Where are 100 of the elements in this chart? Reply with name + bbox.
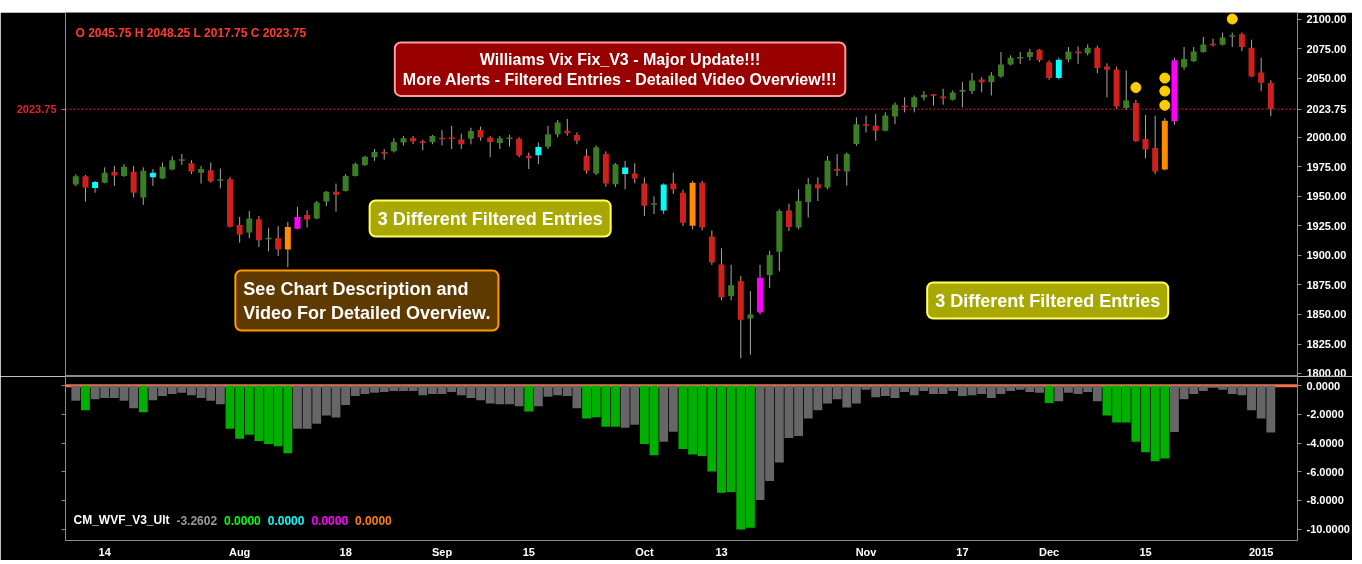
x-tick-label: Aug bbox=[228, 545, 251, 558]
point bbox=[1130, 82, 1142, 94]
point bbox=[1226, 13, 1238, 25]
y-tick-label: -2.0000 bbox=[1306, 408, 1344, 421]
y-tick-label: 1925.00 bbox=[1306, 219, 1347, 232]
candlestick bbox=[1026, 48, 1033, 61]
candlestick bbox=[622, 160, 629, 190]
candlestick bbox=[583, 148, 590, 175]
x-tick-label: 15 bbox=[1139, 545, 1152, 558]
candlestick bbox=[863, 115, 870, 133]
y-tick-label: 0.0000 bbox=[1306, 379, 1341, 392]
candlestick bbox=[891, 101, 898, 125]
candlestick bbox=[1181, 46, 1188, 71]
candlestick bbox=[1103, 62, 1110, 98]
candlestick bbox=[275, 225, 282, 257]
annotation: See Chart Description and Video For Detailed Overview. bbox=[243, 278, 491, 323]
x-tick-label: Nov bbox=[855, 545, 878, 558]
candlestick bbox=[988, 71, 995, 97]
candlestick bbox=[207, 162, 214, 184]
x-tick-label: 13 bbox=[715, 545, 728, 558]
x-tick-label: 14 bbox=[98, 545, 112, 558]
candlestick bbox=[612, 162, 619, 188]
candlestick bbox=[545, 125, 552, 150]
candlestick bbox=[940, 88, 947, 106]
y-tick-label: 2000.00 bbox=[1306, 131, 1347, 144]
y-tick-label: -6.0000 bbox=[1306, 465, 1344, 478]
candlestick bbox=[959, 81, 966, 108]
candlestick bbox=[573, 131, 580, 145]
x-tick-label: 17 bbox=[956, 545, 969, 558]
candlestick bbox=[198, 165, 205, 185]
candlestick bbox=[1123, 69, 1130, 111]
x-tick-label: 18 bbox=[339, 545, 352, 558]
candlestick bbox=[516, 136, 523, 158]
candlestick bbox=[130, 165, 137, 198]
y-tick-label: -8.0000 bbox=[1306, 494, 1344, 507]
y-tick-label: 1950.00 bbox=[1306, 190, 1347, 203]
candlestick bbox=[785, 203, 792, 232]
candlestick bbox=[1055, 57, 1062, 80]
candlestick bbox=[217, 168, 224, 189]
candlestick bbox=[535, 142, 542, 165]
candlestick bbox=[747, 290, 754, 356]
candlestick bbox=[255, 215, 262, 248]
annotation: Williams Vix Fix_V3 - Major Update!!! More Alerts - Filtered Entries - Detailed Video Overview!!! bbox=[402, 50, 837, 88]
y-tick-label: 1975.00 bbox=[1306, 160, 1347, 173]
annotation: 0.0000 bbox=[355, 513, 393, 528]
annotation: 3 Different Filtered Entries bbox=[935, 290, 1161, 311]
y-tick-label: 1850.00 bbox=[1306, 308, 1347, 321]
candlestick bbox=[766, 250, 773, 289]
y-tick-label: 1875.00 bbox=[1306, 278, 1347, 291]
candlestick bbox=[1152, 115, 1159, 175]
y-tick-label: 2100.00 bbox=[1306, 13, 1347, 25]
y-tick-label: 1825.00 bbox=[1306, 338, 1347, 350]
candlestick bbox=[82, 174, 89, 203]
candlestick bbox=[651, 195, 658, 215]
candlestick bbox=[920, 90, 927, 102]
candlestick bbox=[284, 221, 291, 268]
candlestick bbox=[1046, 59, 1053, 81]
point bbox=[1159, 72, 1171, 84]
annotation: 0.0000 bbox=[311, 513, 349, 528]
candlestick bbox=[728, 264, 735, 301]
candlestick bbox=[1094, 45, 1101, 74]
annotation: -3.2602 bbox=[176, 513, 218, 528]
candlestick bbox=[111, 165, 118, 187]
candlestick bbox=[641, 176, 648, 217]
candlestick bbox=[467, 127, 474, 145]
candlestick bbox=[853, 116, 860, 147]
candlestick bbox=[843, 152, 850, 187]
x-tick-label: 15 bbox=[522, 545, 535, 558]
annotation: O 2045.75 H 2048.25 L 2017.75 C 2023.75 bbox=[75, 25, 307, 40]
candlestick bbox=[805, 177, 812, 219]
text: CM_WVF_V3_Ult bbox=[73, 513, 170, 528]
candlestick bbox=[246, 210, 253, 239]
candlestick bbox=[969, 72, 976, 95]
y-tick-label: -4.0000 bbox=[1306, 437, 1344, 450]
y-tick-label: 2023.75 bbox=[1306, 103, 1347, 116]
candlestick bbox=[997, 51, 1004, 79]
ref-line-label: 2023.75 bbox=[16, 103, 57, 116]
candlestick bbox=[236, 216, 243, 244]
x-tick-label: Oct bbox=[635, 545, 654, 558]
candlestick bbox=[631, 162, 638, 184]
annotation: 3 Different Filtered Entries bbox=[377, 208, 603, 229]
point bbox=[1159, 99, 1171, 111]
x-tick-label: Sep bbox=[431, 545, 453, 558]
candlestick bbox=[410, 135, 417, 145]
y-tick-label: 1900.00 bbox=[1306, 249, 1347, 262]
candlestick bbox=[834, 153, 841, 177]
annotation: 0.0000 bbox=[224, 513, 262, 528]
candlestick bbox=[1258, 57, 1265, 92]
candlestick bbox=[92, 180, 99, 194]
annotation: 0.0000 bbox=[267, 513, 305, 528]
candlestick bbox=[1238, 32, 1245, 52]
y-tick-label: -10.0000 bbox=[1306, 523, 1350, 536]
y-tick-label: 2075.00 bbox=[1306, 42, 1347, 55]
candlestick bbox=[313, 200, 320, 220]
candlestick bbox=[487, 135, 494, 158]
point bbox=[1159, 85, 1171, 97]
candlestick bbox=[814, 176, 821, 202]
y-tick-label: 2050.00 bbox=[1306, 72, 1347, 85]
candlestick bbox=[1142, 114, 1149, 159]
candlestick bbox=[872, 113, 879, 142]
